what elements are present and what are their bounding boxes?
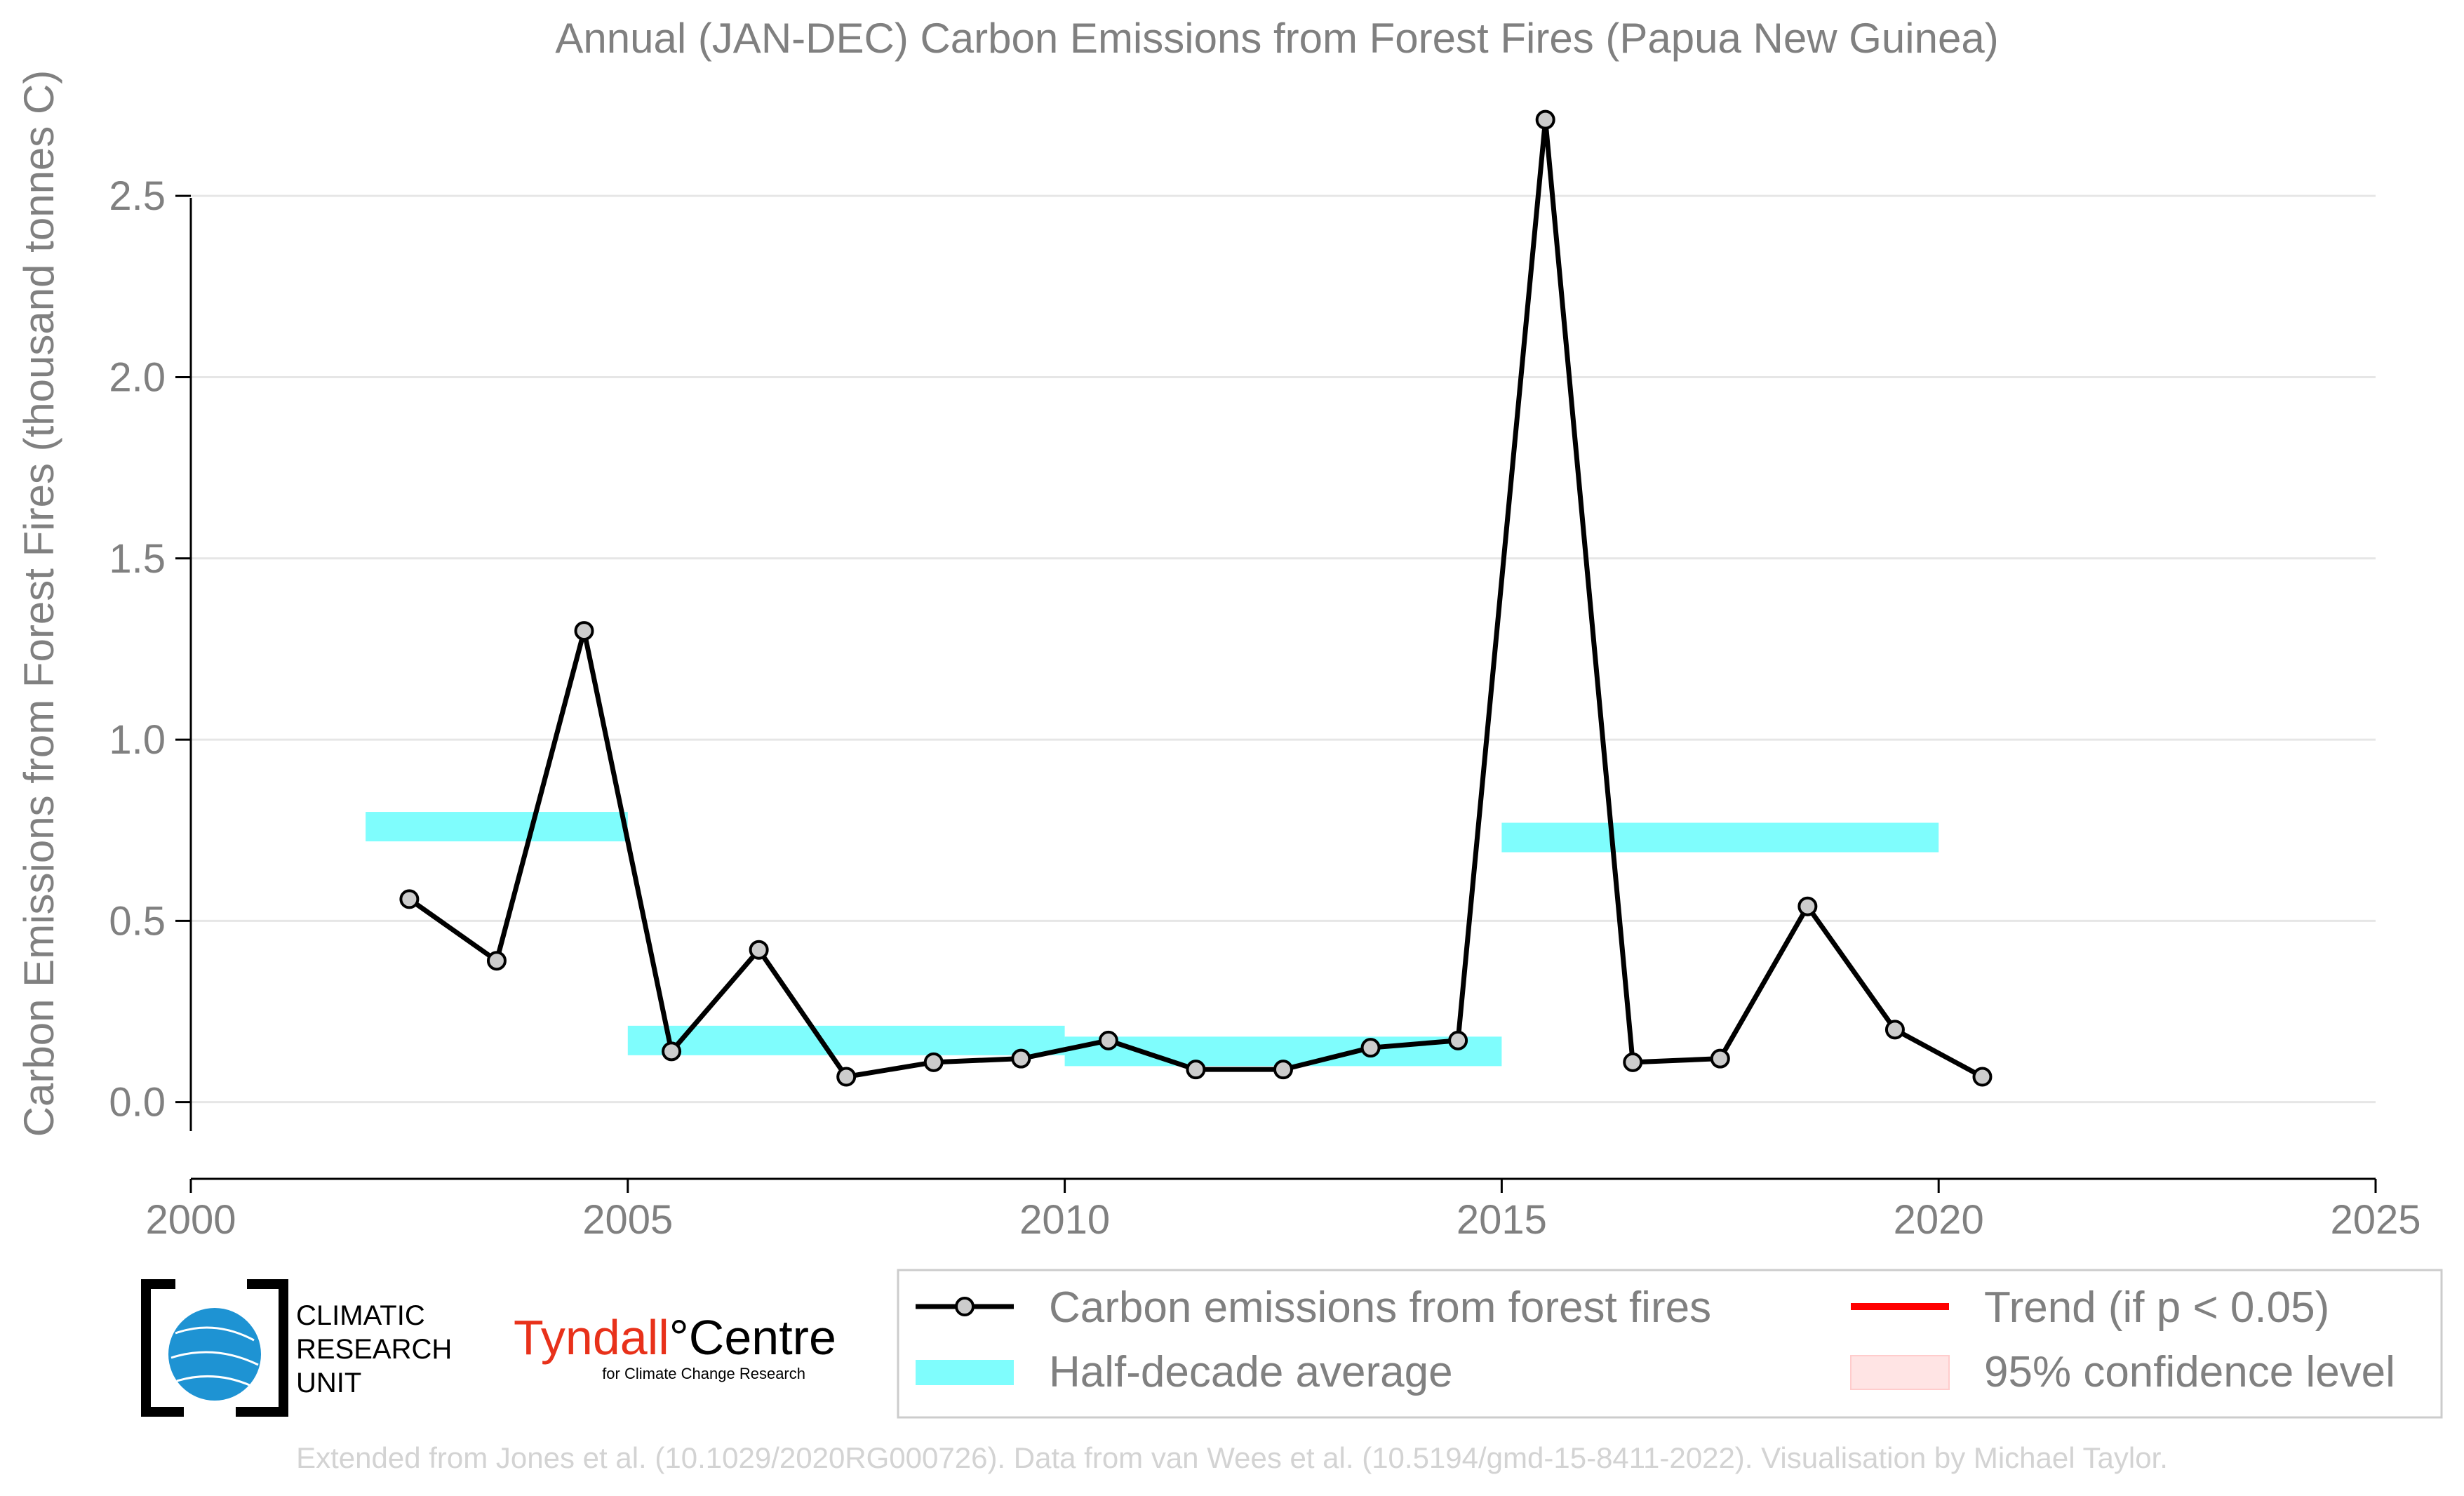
data-point	[1884, 1020, 1905, 1040]
y-tick-label: 2.0	[109, 354, 166, 400]
data-point	[1186, 1060, 1206, 1080]
globe-lines	[170, 1326, 259, 1387]
legend-trend-label: Trend (if p < 0.05)	[1984, 1283, 2329, 1332]
series-line	[408, 117, 1984, 1080]
legend-box	[897, 1269, 2443, 1419]
tick-labels: 0.0 0.5 1.0 1.5 2.0 2.5 2000 2005 2010 2015 2020 20…	[109, 173, 2421, 1243]
y-tick-label: 0.0	[109, 1080, 166, 1126]
data-point	[1273, 1060, 1293, 1080]
series-layer	[399, 109, 1993, 1087]
legend-ci-label: 95% confidence level	[1984, 1348, 2395, 1396]
half-decade-bar	[1501, 822, 1939, 853]
data-point	[1098, 1030, 1118, 1050]
cru-line-1: CLIMATIC	[296, 1300, 425, 1331]
data-point	[1710, 1048, 1730, 1069]
half-decade-bars	[366, 812, 1939, 1067]
data-point	[749, 940, 769, 960]
data-point	[836, 1067, 857, 1087]
data-point	[1972, 1067, 1993, 1087]
tyndall-logo: Tyndall°Centre for Climate Change Resear…	[514, 1310, 836, 1382]
data-point	[1623, 1052, 1643, 1072]
cru-bracket-left	[141, 1279, 184, 1417]
x-tick-label: 2010	[1019, 1197, 1110, 1243]
data-point	[574, 621, 594, 641]
axes	[175, 194, 2377, 1193]
legend-series-marker	[955, 1297, 975, 1316]
y-tick-label: 1.0	[109, 717, 166, 763]
y-tick-label: 2.5	[109, 173, 166, 219]
half-decade-bar	[627, 1025, 1065, 1055]
y-tick-label: 1.5	[109, 536, 166, 582]
x-tick-label: 2000	[145, 1197, 236, 1243]
gridlines	[191, 194, 2376, 1104]
x-tick-label: 2005	[582, 1197, 673, 1243]
legend-half-swatch	[916, 1360, 1014, 1385]
data-point	[1448, 1030, 1468, 1050]
tyndall-wordmark: Tyndall°Centre	[514, 1310, 836, 1365]
y-axis-label: Carbon Emissions from Forest Fires (thou…	[15, 70, 62, 1137]
x-tick-label: 2025	[2330, 1197, 2421, 1243]
chart-title: Annual (JAN-DEC) Carbon Emissions from F…	[555, 15, 1998, 62]
cru-line-3: UNIT	[296, 1368, 361, 1398]
data-point	[399, 889, 420, 909]
legend: Carbon emissions from forest fires Half-…	[897, 1269, 2443, 1419]
data-point	[1360, 1038, 1381, 1058]
y-tick-label: 0.5	[109, 898, 166, 944]
data-point	[662, 1041, 682, 1062]
data-point	[486, 951, 507, 971]
x-tick-label: 2015	[1457, 1197, 1547, 1243]
data-point	[1011, 1048, 1031, 1069]
half-decade-bar	[366, 812, 628, 842]
cru-logo: CLIMATIC RESEARCH UNIT	[141, 1279, 452, 1417]
legend-half-label: Half-decade average	[1049, 1348, 1453, 1396]
data-point	[1535, 109, 1555, 130]
x-tick-label: 2020	[1894, 1197, 1984, 1243]
data-point	[1797, 896, 1818, 916]
credit-line: Extended from Jones et al. (10.1029/2020…	[296, 1441, 2168, 1474]
cru-bracket-right	[236, 1279, 288, 1417]
legend-series-label: Carbon emissions from forest fires	[1049, 1283, 1711, 1332]
legend-ci-swatch	[1850, 1355, 1950, 1390]
cru-line-2: RESEARCH	[296, 1334, 452, 1365]
tyndall-subtitle: for Climate Change Research	[602, 1365, 805, 1382]
data-point	[923, 1052, 944, 1072]
